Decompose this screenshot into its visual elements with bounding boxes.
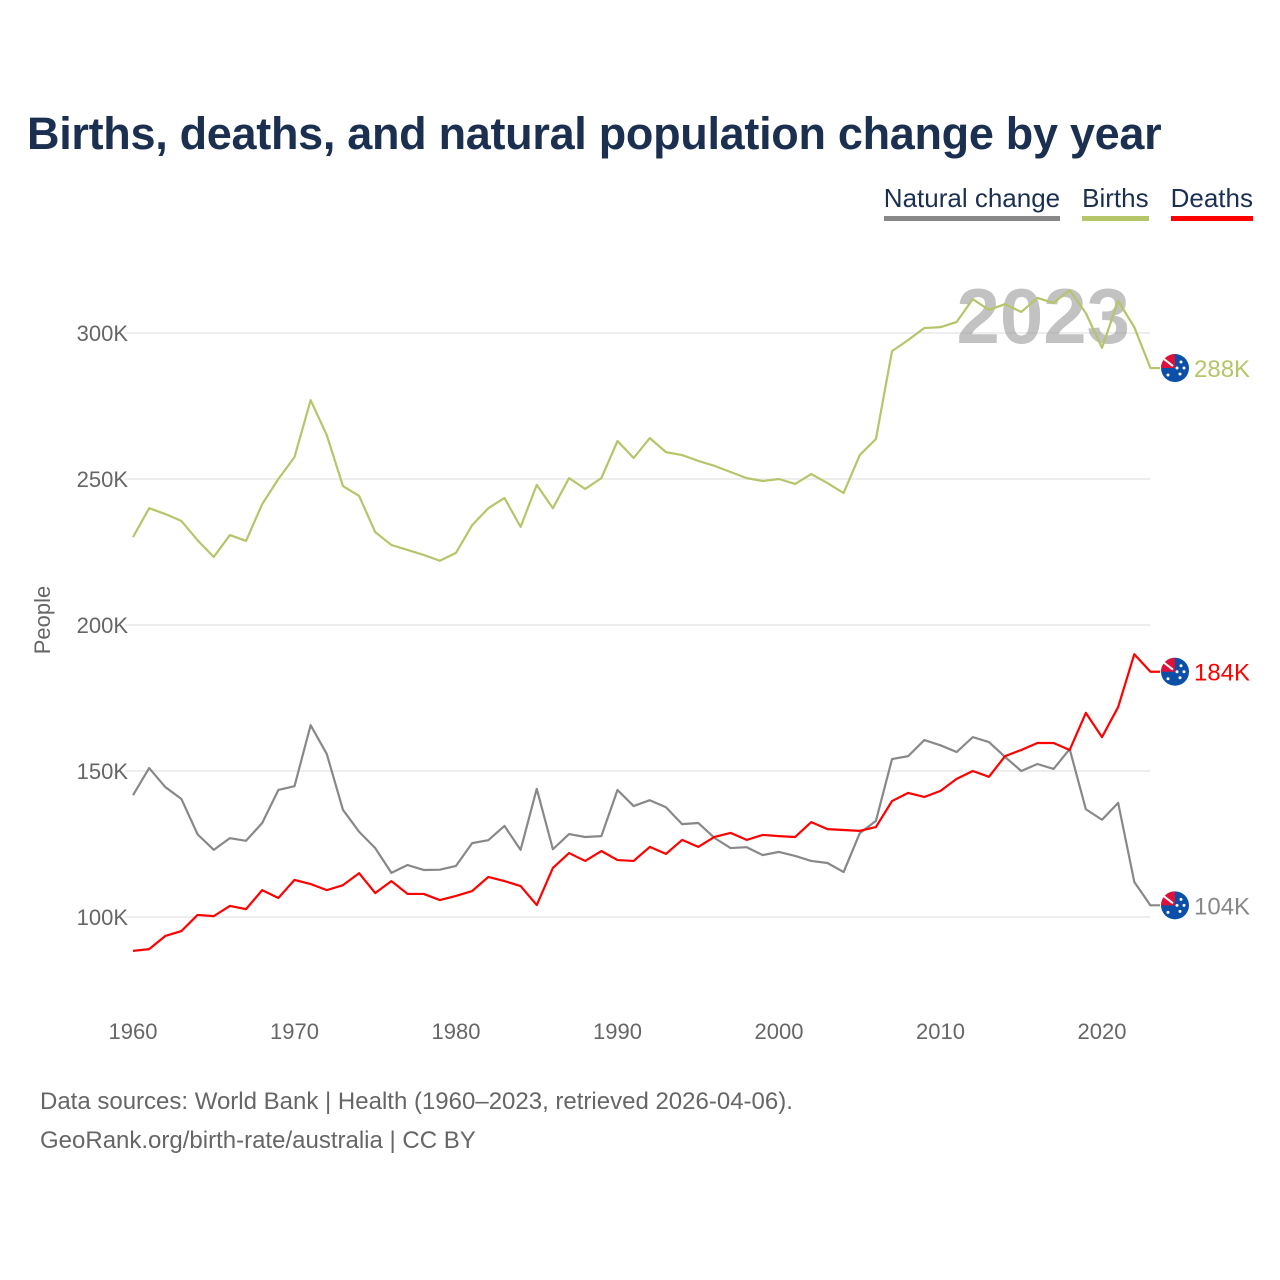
series-line-births (132, 288, 1160, 562)
x-tick-label: 2000 (755, 1019, 804, 1044)
x-tick-label: 2010 (916, 1019, 965, 1044)
legend-deaths[interactable]: Deaths (1170, 183, 1253, 221)
australia-flag-icon (1161, 354, 1189, 383)
end-value-label: 104K (1194, 893, 1250, 920)
y-axis-label: People (30, 586, 55, 655)
year-watermark: 2023 (956, 272, 1130, 360)
line-chart: 100K 150K 200K 250K 300K 1960 1970 1980 1990 2000… (30, 272, 1250, 1044)
y-tick-label: 300K (77, 321, 129, 346)
australia-flag-icon (1161, 657, 1189, 686)
legend-births[interactable]: Births (1082, 183, 1149, 221)
series-line-natural-change (132, 724, 1160, 907)
data-source-note: Data sources: World Bank | Health (1960–… (40, 1088, 793, 1115)
x-tick-label: 1960 (109, 1019, 158, 1044)
y-tick-label: 150K (77, 759, 129, 784)
y-tick-label: 200K (77, 613, 129, 638)
legend-natural-change[interactable]: Natural change (883, 183, 1061, 221)
end-value-label: 184K (1194, 660, 1250, 687)
x-tick-label: 1970 (270, 1019, 319, 1044)
y-tick-label: 100K (77, 905, 129, 930)
end-value-label: 288K (1194, 356, 1250, 383)
x-tick-label: 1990 (593, 1019, 642, 1044)
x-tick-label: 1980 (432, 1019, 481, 1044)
x-tick-label: 2020 (1078, 1019, 1127, 1044)
y-tick-label: 250K (77, 467, 129, 492)
legend: Natural change Births Deaths (883, 183, 1253, 221)
series-line-deaths (132, 653, 1160, 952)
australia-flag-icon (1161, 891, 1189, 920)
chart-title: Births, deaths, and natural population c… (27, 108, 1162, 159)
attribution-link[interactable]: GeoRank.org/birth-rate/australia | CC BY (40, 1127, 476, 1154)
